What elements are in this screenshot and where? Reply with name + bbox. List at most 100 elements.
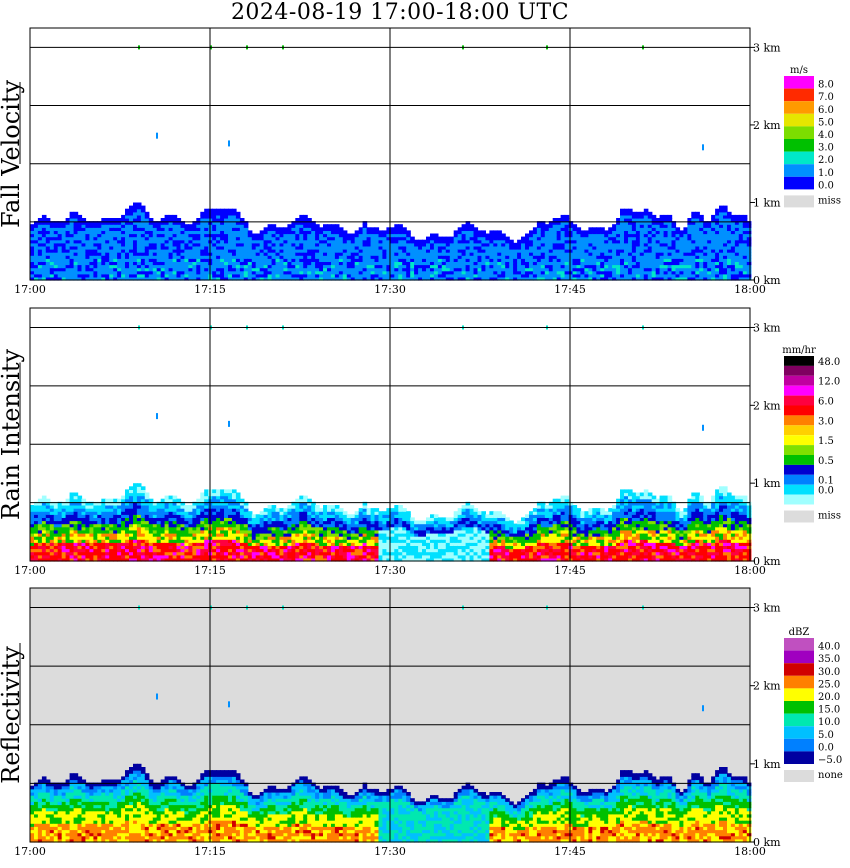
heatmap-cell bbox=[707, 261, 712, 266]
heatmap-cell bbox=[303, 511, 308, 515]
heatmap-cell bbox=[73, 498, 79, 503]
heatmap-cell bbox=[525, 273, 530, 278]
heatmap-cell bbox=[299, 508, 304, 512]
heatmap-cell bbox=[457, 273, 463, 278]
heatmap-cell bbox=[402, 252, 407, 256]
heatmap-cell bbox=[97, 273, 102, 278]
heatmap-cell bbox=[635, 239, 641, 244]
heatmap-cell bbox=[192, 258, 197, 262]
heatmap-cell bbox=[121, 539, 126, 543]
heatmap-cell bbox=[117, 227, 122, 231]
heatmap-cell bbox=[358, 270, 364, 275]
heatmap-cell bbox=[702, 144, 704, 151]
heatmap-cell bbox=[671, 249, 677, 253]
heatmap-cell bbox=[441, 255, 447, 259]
heatmap-cell bbox=[659, 270, 665, 275]
heatmap-cell bbox=[57, 542, 63, 546]
heatmap-cell bbox=[200, 517, 205, 522]
heatmap-cell bbox=[164, 539, 170, 543]
heatmap-cell bbox=[663, 273, 669, 278]
heatmap-cell bbox=[291, 523, 296, 528]
heatmap-cell bbox=[612, 267, 617, 272]
heatmap-cell bbox=[461, 255, 467, 259]
heatmap-cell bbox=[275, 514, 281, 518]
heatmap-cell bbox=[628, 233, 633, 238]
heatmap-cell bbox=[711, 236, 716, 241]
heatmap-cell bbox=[30, 508, 35, 512]
heatmap-cell bbox=[730, 233, 736, 238]
heatmap-cell bbox=[180, 557, 186, 562]
heatmap-cell bbox=[144, 511, 150, 515]
heatmap-cell bbox=[129, 239, 134, 244]
heatmap-cell bbox=[196, 276, 201, 281]
heatmap-cell bbox=[113, 255, 118, 259]
heatmap-cell bbox=[220, 533, 225, 537]
heatmap-cell bbox=[540, 258, 546, 262]
heatmap-cell bbox=[275, 526, 281, 531]
heatmap-cell bbox=[386, 233, 391, 238]
heatmap-cell bbox=[156, 233, 162, 238]
heatmap-cell bbox=[228, 227, 233, 231]
heatmap-cell bbox=[525, 267, 530, 272]
heatmap-cell bbox=[576, 242, 582, 247]
heatmap-cell bbox=[497, 267, 502, 272]
heatmap-cell bbox=[133, 483, 138, 487]
heatmap-cell bbox=[303, 245, 308, 250]
heatmap-cell bbox=[200, 495, 205, 500]
heatmap-cell bbox=[671, 273, 677, 278]
heatmap-cell bbox=[109, 536, 114, 540]
heatmap-cell bbox=[548, 264, 554, 269]
heatmap-cell bbox=[635, 230, 641, 235]
heatmap-cell bbox=[295, 264, 300, 269]
heatmap-cell bbox=[136, 554, 142, 559]
heatmap-cell bbox=[34, 227, 39, 231]
heatmap-cell bbox=[616, 236, 621, 241]
heatmap-cell bbox=[188, 236, 193, 241]
heatmap-cell bbox=[220, 542, 225, 546]
heatmap-cell bbox=[299, 551, 304, 556]
heatmap-cell bbox=[61, 501, 67, 506]
heatmap-cell bbox=[647, 221, 653, 225]
heatmap-cell bbox=[34, 270, 39, 275]
heatmap-cell bbox=[647, 276, 653, 281]
heatmap-cell bbox=[37, 508, 43, 512]
heatmap-cell bbox=[307, 536, 312, 540]
heatmap-cell bbox=[620, 261, 625, 266]
heatmap-cell bbox=[643, 221, 649, 225]
heatmap-cell bbox=[125, 542, 130, 546]
heatmap-cell bbox=[148, 545, 154, 550]
heatmap-cell bbox=[422, 261, 427, 266]
heatmap-cell bbox=[164, 267, 170, 272]
heatmap-cell bbox=[129, 520, 134, 525]
heatmap-cell bbox=[220, 236, 225, 241]
heatmap-cell bbox=[742, 218, 748, 222]
heatmap-cell bbox=[477, 267, 483, 272]
heatmap-cell bbox=[129, 511, 134, 515]
heatmap-cell bbox=[180, 517, 186, 522]
heatmap-cell bbox=[695, 227, 700, 231]
heatmap-cell bbox=[77, 529, 83, 534]
heatmap-cell bbox=[129, 214, 134, 219]
heatmap-cell bbox=[77, 214, 83, 219]
heatmap-cell bbox=[133, 242, 138, 247]
heatmap-cell bbox=[532, 267, 538, 272]
heatmap-cell bbox=[243, 533, 249, 537]
heatmap-cell bbox=[224, 508, 229, 512]
heatmap-cell bbox=[247, 242, 253, 247]
heatmap-cell bbox=[49, 276, 55, 281]
heatmap-cell bbox=[663, 214, 669, 219]
heatmap-cell bbox=[687, 270, 692, 275]
heatmap-cell bbox=[719, 255, 724, 259]
heatmap-cell bbox=[497, 233, 502, 238]
heatmap-cell bbox=[540, 233, 546, 238]
heatmap-cell bbox=[89, 264, 94, 269]
heatmap-cell bbox=[659, 214, 665, 219]
heatmap-cell bbox=[259, 236, 265, 241]
heatmap-cell bbox=[525, 255, 530, 259]
heatmap-cell bbox=[109, 252, 114, 256]
heatmap-cell bbox=[311, 258, 316, 262]
heatmap-cell bbox=[529, 264, 534, 269]
heatmap-cell bbox=[275, 557, 281, 562]
heatmap-cell bbox=[647, 230, 653, 235]
heatmap-cell bbox=[232, 557, 237, 562]
